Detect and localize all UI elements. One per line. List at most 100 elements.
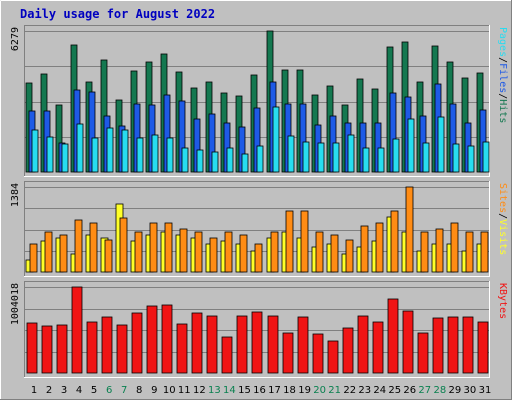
day-label-26: 26 (403, 385, 416, 396)
chart-title: Daily usage for August 2022 (20, 7, 215, 21)
day-label-12: 12 (193, 385, 206, 396)
bar-pages-day-2 (46, 136, 54, 173)
bar-pages-day-20 (317, 142, 325, 173)
day-label-27: 27 (418, 385, 431, 396)
bar-sites-day-11 (179, 228, 188, 273)
day-label-15: 15 (238, 385, 251, 396)
day-label-10: 10 (163, 385, 176, 396)
bar-kbytes-day-16 (251, 311, 263, 374)
series-label-part: Visits (497, 219, 508, 255)
bar-kbytes-day-19 (297, 316, 309, 374)
day-label-21: 21 (328, 385, 341, 396)
bar-sites-day-1 (29, 243, 38, 273)
day-label-1: 1 (31, 385, 37, 396)
bar-sites-day-20 (315, 231, 324, 273)
bar-kbytes-day-26 (402, 310, 414, 374)
panel-sites-visits: 1384 Sites/Visits (10, 181, 508, 277)
bar-pages-day-13 (211, 151, 219, 173)
y-max-label: 6279 (10, 27, 21, 51)
bar-sites-day-30 (465, 231, 474, 273)
y-max-label: 1004018 (10, 283, 21, 325)
bar-kbytes-day-2 (41, 325, 53, 374)
bar-pages-day-12 (196, 149, 204, 173)
bar-kbytes-day-23 (357, 315, 369, 374)
bar-pages-day-14 (226, 147, 234, 173)
day-label-23: 23 (358, 385, 371, 396)
bar-pages-day-16 (256, 145, 264, 173)
bar-pages-day-25 (392, 138, 400, 173)
bar-kbytes-day-17 (267, 315, 279, 374)
bar-pages-day-17 (272, 106, 280, 173)
bar-kbytes-day-6 (101, 316, 113, 374)
day-label-29: 29 (449, 385, 462, 396)
bar-kbytes-day-25 (387, 298, 399, 374)
bar-sites-day-2 (44, 231, 53, 273)
day-label-4: 4 (76, 385, 82, 396)
bar-kbytes-day-31 (477, 321, 489, 374)
bar-sites-day-29 (450, 222, 459, 273)
bar-sites-day-15 (239, 234, 248, 273)
series-label-part: Pages (497, 27, 508, 57)
bar-sites-day-31 (480, 231, 489, 273)
panel-hits-files-pages: 6279 Pages/Files/Hits (10, 25, 508, 177)
bar-pages-day-29 (452, 143, 460, 173)
day-label-30: 30 (464, 385, 477, 396)
day-label-9: 9 (151, 385, 157, 396)
series-sites (29, 186, 489, 273)
bar-sites-day-13 (209, 237, 218, 273)
bar-sites-day-8 (134, 231, 143, 273)
bar-kbytes-day-15 (236, 315, 248, 374)
series-kbytes (26, 286, 489, 374)
bar-pages-day-7 (121, 129, 129, 173)
bar-kbytes-day-21 (327, 340, 339, 374)
bar-kbytes-day-8 (131, 312, 143, 374)
bar-sites-day-28 (435, 228, 444, 273)
chart-panels: 6279 Pages/Files/Hits 1384 Sites/Visits 1004… (10, 25, 508, 378)
day-label-2: 2 (46, 385, 52, 396)
bar-sites-day-17 (270, 231, 279, 273)
bar-sites-day-7 (119, 217, 128, 273)
bar-kbytes-day-5 (86, 321, 98, 374)
bar-pages-day-11 (181, 147, 189, 173)
bar-kbytes-day-3 (56, 324, 68, 374)
bar-pages-day-4 (76, 123, 84, 173)
day-label-20: 20 (313, 385, 326, 396)
bar-sites-day-9 (149, 222, 158, 273)
bar-pages-day-9 (151, 134, 159, 173)
bar-kbytes-day-7 (116, 324, 128, 374)
series-label-part: KBytes (497, 283, 508, 319)
bar-kbytes-day-30 (462, 316, 474, 374)
day-label-24: 24 (373, 385, 386, 396)
bar-kbytes-day-9 (146, 305, 158, 374)
day-label-25: 25 (388, 385, 401, 396)
bar-kbytes-day-29 (447, 316, 459, 374)
bar-sites-day-18 (285, 210, 294, 273)
day-label-7: 7 (121, 385, 127, 396)
bar-kbytes-day-4 (71, 286, 83, 374)
bar-sites-day-12 (194, 231, 203, 273)
bar-kbytes-day-14 (221, 336, 233, 374)
bar-kbytes-day-20 (312, 333, 324, 374)
bar-sites-day-4 (74, 219, 83, 273)
series-label: Pages/Files/Hits (497, 27, 508, 123)
bar-pages-day-3 (61, 143, 69, 173)
bar-pages-day-26 (407, 118, 415, 173)
series-label: Sites/Visits (497, 183, 508, 255)
day-label-13: 13 (208, 385, 221, 396)
bar-kbytes-day-1 (26, 322, 38, 374)
bar-pages-day-10 (166, 137, 174, 173)
bar-pages-day-27 (422, 142, 430, 173)
series-label-part: Hits (497, 99, 508, 123)
bar-kbytes-day-24 (372, 321, 384, 374)
series-label-part: / (497, 213, 508, 219)
bar-kbytes-day-27 (417, 332, 429, 374)
bar-pages-day-30 (467, 145, 475, 173)
bar-pages-day-21 (332, 142, 340, 173)
bar-sites-day-14 (224, 231, 233, 273)
bar-sites-day-10 (164, 222, 173, 273)
day-label-17: 17 (268, 385, 281, 396)
bar-kbytes-day-18 (282, 332, 294, 374)
bar-sites-day-27 (420, 231, 429, 273)
day-label-28: 28 (434, 385, 447, 396)
